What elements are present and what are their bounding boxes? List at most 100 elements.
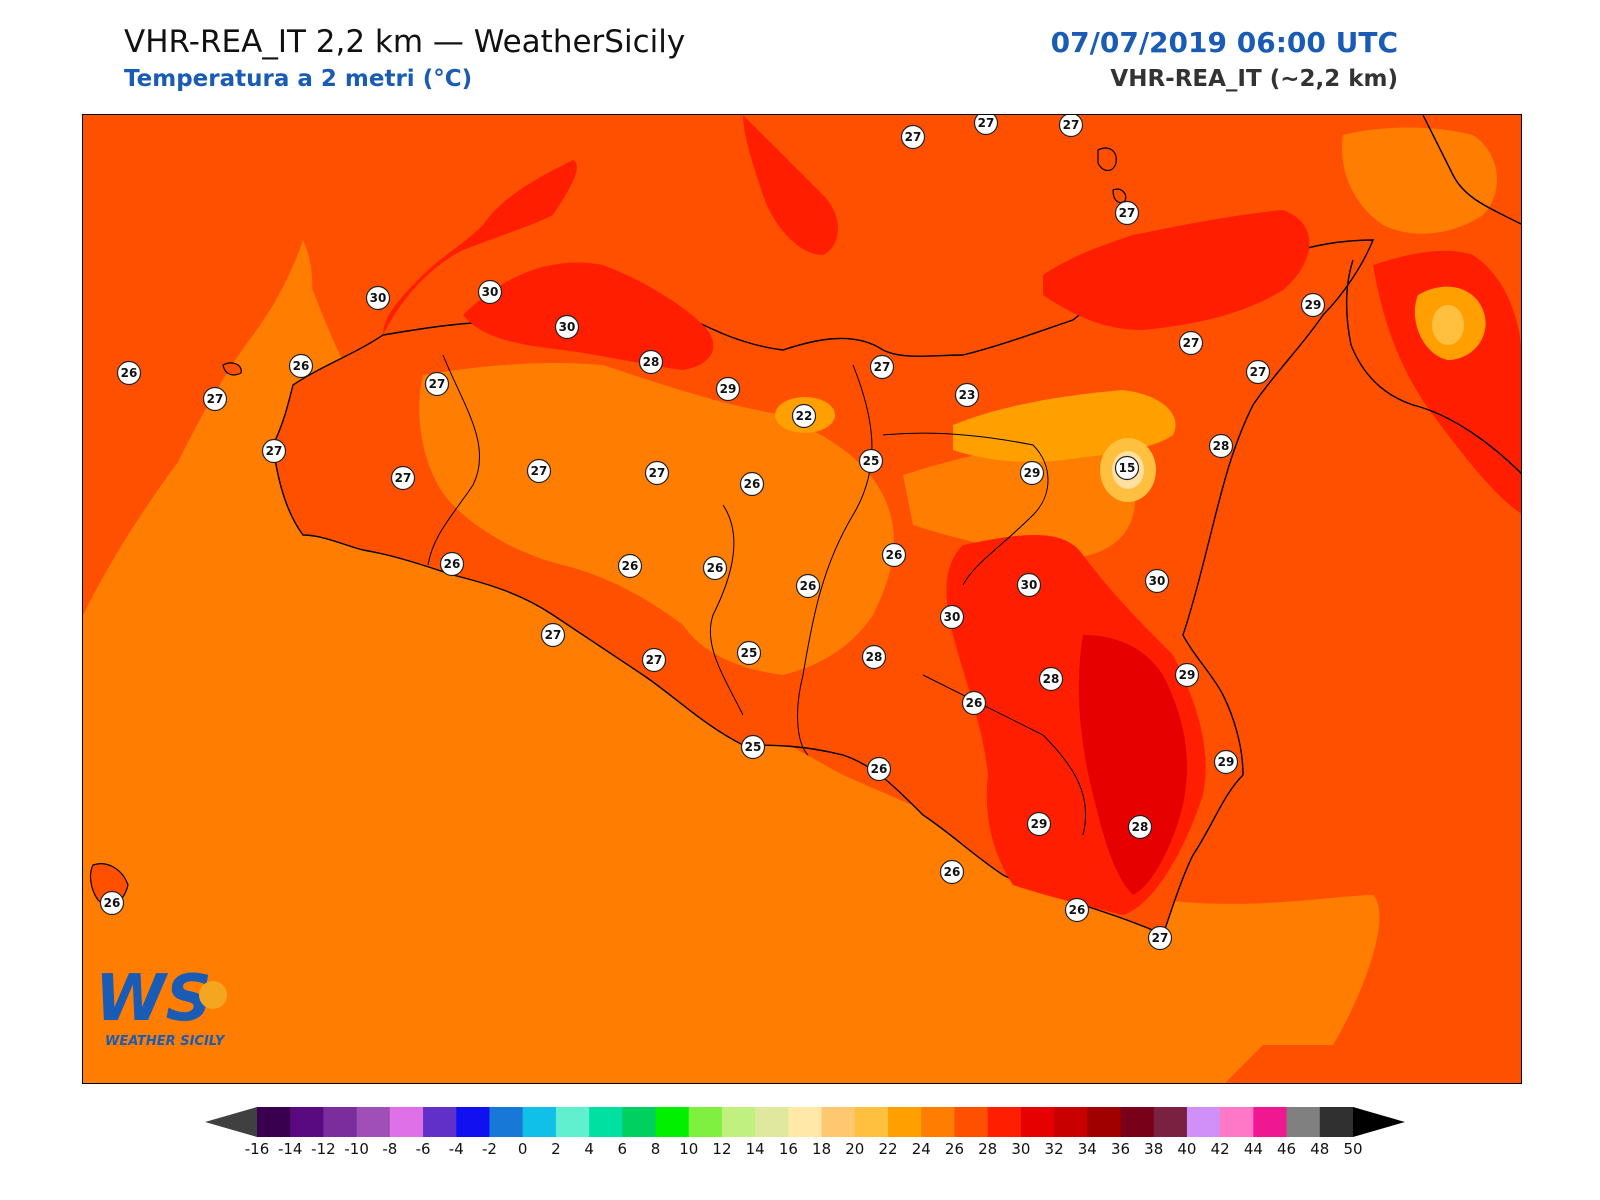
station-value: 26 (444, 557, 461, 571)
station-circle (540, 622, 566, 648)
colorbar-tick-label: 8 (650, 1140, 661, 1158)
station-value: 27 (429, 377, 446, 391)
colorbar-cell (888, 1107, 922, 1137)
station-circle (1114, 455, 1140, 481)
province-border-3 (797, 364, 873, 756)
station-marker: 28 (861, 644, 887, 670)
colorbar-tick-label: 36 (1110, 1140, 1131, 1158)
station-marker: 26 (702, 555, 728, 581)
station-circle (1245, 359, 1271, 385)
station-circle (1178, 330, 1204, 356)
egadi-island (222, 362, 242, 376)
station-circle (939, 859, 965, 885)
station-value: 27 (1152, 931, 1169, 945)
station-value: 26 (966, 696, 983, 710)
station-marker: 26 (881, 542, 907, 568)
colorbar-tick-label: 44 (1243, 1140, 1263, 1158)
station-marker: 30 (1144, 568, 1170, 594)
station-value: 27 (1119, 206, 1136, 220)
interior-cool-patch-2 (903, 435, 1136, 559)
station-circle (881, 542, 907, 568)
station-circle (439, 551, 465, 577)
station-value: 27 (1063, 118, 1080, 132)
station-value: 27 (207, 392, 224, 406)
colorbar-tick-label: -10 (344, 1140, 369, 1158)
station-marker: 27 (526, 458, 552, 484)
station-marker: 26 (99, 890, 125, 916)
station-value: 26 (886, 548, 903, 562)
station-marker: 29 (1019, 460, 1045, 486)
station-circle (1174, 662, 1200, 688)
colorbar-cell (1087, 1107, 1122, 1137)
station-circle (861, 644, 887, 670)
station-marker: 22 (791, 403, 817, 429)
station-value: 29 (1305, 298, 1322, 312)
station-value: 26 (293, 359, 310, 373)
colorbar-cells (257, 1107, 1354, 1137)
station-circle (638, 349, 664, 375)
station-value: 30 (944, 610, 961, 624)
southeast-very-hot-zone (1078, 635, 1187, 895)
station-value: 27 (874, 360, 891, 374)
station-circle (866, 756, 892, 782)
station-circle (641, 647, 667, 673)
colorbar-tick-label: 40 (1177, 1140, 1197, 1158)
logo-sun-icon (199, 981, 227, 1009)
colorbar-cell (755, 1107, 789, 1137)
station-value: 27 (646, 653, 663, 667)
station-marker: 26 (439, 551, 465, 577)
station-marker: 26 (795, 573, 821, 599)
temperature-map: WS WEATHER SICILY 27 27 27 27 29 30 30 30 26 26 27… (82, 114, 1522, 1084)
colorbar-cell (1319, 1107, 1354, 1137)
station-value: 27 (1183, 336, 1200, 350)
station-value: 22 (796, 409, 813, 423)
north-hot-zone (463, 262, 714, 370)
colorbar-max-arrow (1353, 1107, 1405, 1137)
station-value: 27 (266, 444, 283, 458)
logo-letters: WS (95, 962, 212, 1036)
station-circle (1147, 925, 1173, 951)
station-value: 27 (395, 471, 412, 485)
station-marker: 30 (477, 279, 503, 305)
station-marker: 27 (1114, 200, 1140, 226)
calabria-cool-zone (1342, 127, 1497, 234)
station-circle (702, 555, 728, 581)
north-sea-hot-zone (743, 115, 838, 255)
colorbar-cell (290, 1107, 324, 1137)
station-value: 29 (720, 382, 737, 396)
station-marker: 26 (739, 471, 765, 497)
station-circle (1127, 814, 1153, 840)
colorbar-tick-label: 46 (1277, 1140, 1297, 1158)
station-circle (424, 371, 450, 397)
interior-cool-patch (419, 363, 894, 675)
station-value: 29 (1218, 755, 1235, 769)
province-border (427, 354, 481, 566)
colorbar-cell (1253, 1107, 1288, 1137)
station-marker: 30 (939, 604, 965, 630)
station-circle (795, 573, 821, 599)
calabria-coastline-2 (1346, 259, 1521, 475)
station-marker: 26 (866, 756, 892, 782)
station-value: 23 (959, 388, 976, 402)
station-marker: 23 (954, 382, 980, 408)
colorbar-cell (1220, 1107, 1254, 1137)
colorbar-tick-label: -2 (482, 1140, 497, 1158)
station-circle (1026, 811, 1052, 837)
colorbar-cell (389, 1107, 424, 1137)
western-warm-band (103, 240, 313, 735)
station-marker: 25 (736, 640, 762, 666)
station-circle (99, 890, 125, 916)
station-value: 28 (1043, 672, 1060, 686)
colorbar-cell (821, 1107, 856, 1137)
colorbar-tick-label: -8 (382, 1140, 398, 1158)
aeolian-island (1097, 147, 1117, 172)
station-circle (1208, 433, 1234, 459)
colorbar-tick-label: 42 (1210, 1140, 1230, 1158)
station-marker: 30 (365, 285, 391, 311)
colorbar-tick-label: 48 (1310, 1140, 1330, 1158)
station-marker: 27 (424, 371, 450, 397)
colorbar-tick-label: -12 (311, 1140, 336, 1158)
province-border-5 (922, 674, 1087, 836)
colorbar-min-arrow (205, 1107, 257, 1137)
